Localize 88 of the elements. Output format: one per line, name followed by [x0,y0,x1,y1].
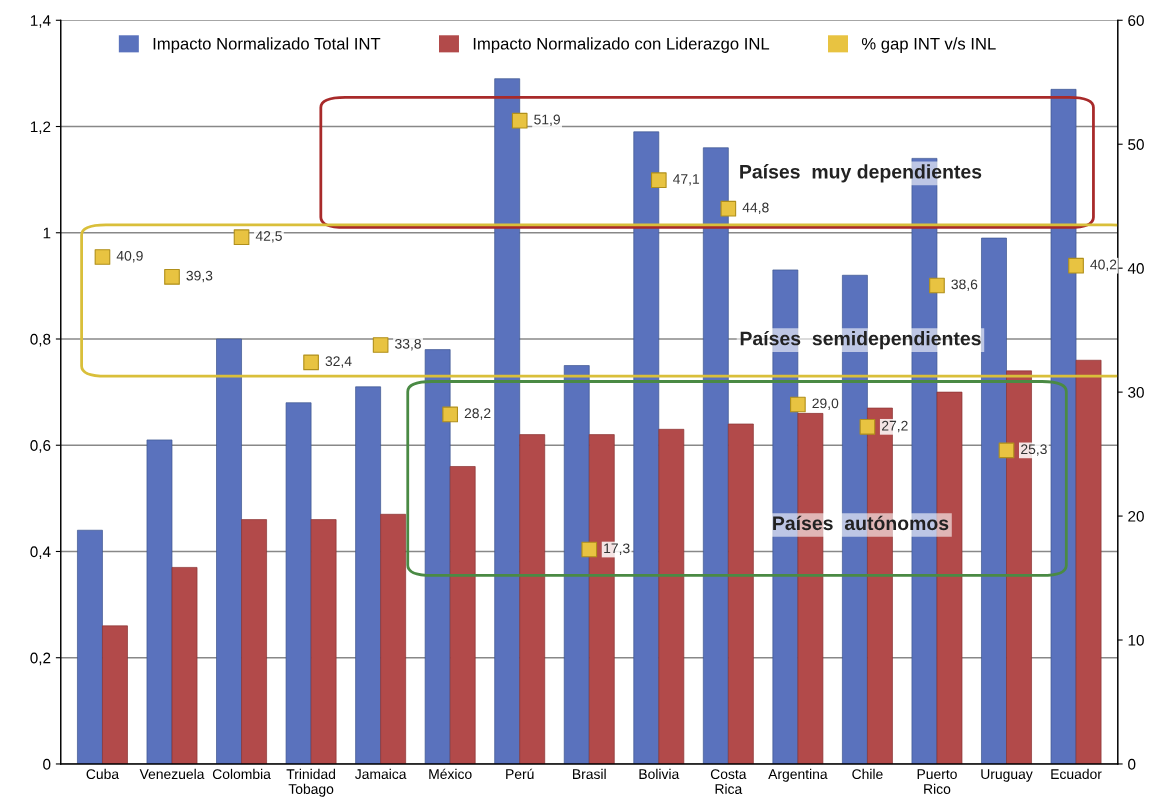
annotation: Países semidependientes [740,330,981,350]
data-label: 27,2 [882,420,908,433]
data-label: 39,3 [186,270,213,283]
bar [449,466,476,764]
y2-tick-label: 60 [1128,15,1144,26]
bar [981,237,1007,764]
bar [355,386,381,764]
point [164,269,180,285]
x-tick-label: Cuba [86,768,120,780]
point [929,277,945,294]
y-tick-label: 1,2 [30,121,51,135]
bar [285,402,312,764]
data-label: 38,6 [951,279,978,291]
point [859,418,876,435]
bar [102,625,128,764]
x-tick-label: Puerto Rico [917,769,957,794]
bar [633,131,660,764]
x-tick-label: Trinidad Tobago [286,768,336,797]
data-label: 32,4 [325,356,352,368]
y-tick-label: 0,8 [30,333,51,347]
bar [171,567,198,764]
bar [658,428,685,764]
legend-label: Impacto Normalizado Total INT [153,37,381,53]
bar [310,519,337,764]
x-tick-label: Brasil [573,768,606,780]
point [94,249,111,265]
point [372,337,389,353]
point [511,112,528,129]
y-tick-label: 1 [43,227,51,239]
x-tick-label: Costa Rica [710,769,747,794]
data-label: 51,9 [534,114,560,127]
point [790,396,806,413]
bar [216,338,242,764]
x-tick-label: Ecuador [1051,768,1102,780]
bar [1050,88,1077,764]
x-tick-label: Chile [852,768,883,780]
x-tick-label: Uruguay [981,769,1033,782]
data-label: 40,2 [1090,259,1117,272]
x-tick-label: Perú [506,768,534,780]
y2-tick-label: 40 [1127,263,1144,274]
bar [380,513,407,764]
bar [563,365,590,764]
data-label: 28,2 [464,408,491,420]
x-tick-label: México [429,768,472,780]
bar [77,529,103,764]
point [1068,257,1084,274]
legend-label: % gap INT v/s INL [861,37,996,53]
annotation: Países muy dependientes [740,164,982,183]
data-label: 29,0 [812,398,839,410]
point [720,200,737,217]
y-tick-label: 0,6 [30,440,51,453]
x-tick-label: Argentina [768,768,828,782]
data-label: 47,1 [673,174,700,186]
y2-tick-label: 30 [1128,386,1144,398]
y-tick-label: 0,4 [30,546,51,559]
y2-tick-label: 10 [1128,634,1144,646]
data-label: 44,8 [742,202,769,215]
bar [146,439,173,764]
x-tick-label: Colombia [212,768,271,780]
bar [702,147,729,764]
data-label: 33,8 [395,338,421,351]
y-tick-label: 1,4 [30,15,51,28]
data-label: 25,3 [1021,444,1047,456]
bar [727,423,754,764]
point [998,442,1015,459]
x-tick-label: Bolivia [639,768,680,780]
bar [241,519,267,764]
bar [424,349,451,764]
point [650,172,667,189]
x-tick-label: Jamaica [354,768,407,780]
data-label: 17,3 [604,543,630,555]
point [442,406,459,423]
data-label: 42,5 [255,231,282,243]
y2-tick-label: 20 [1128,510,1144,522]
y-tick-label: 0 [43,758,51,770]
x-tick-label: Venezuela [139,768,205,780]
y-tick-label: 0,2 [30,652,51,666]
bar [1075,359,1102,764]
y2-tick-label: 0 [1128,758,1136,770]
point [303,354,319,371]
legend-label: Impacto Normalizado con Liderazgo INL [473,37,770,53]
point [233,229,250,246]
annotation: Países autónomos [773,515,949,531]
y2-tick-label: 50 [1128,139,1144,150]
bar [494,78,521,764]
bar [519,434,546,764]
data-label: 40,9 [116,250,143,263]
point [581,541,598,558]
